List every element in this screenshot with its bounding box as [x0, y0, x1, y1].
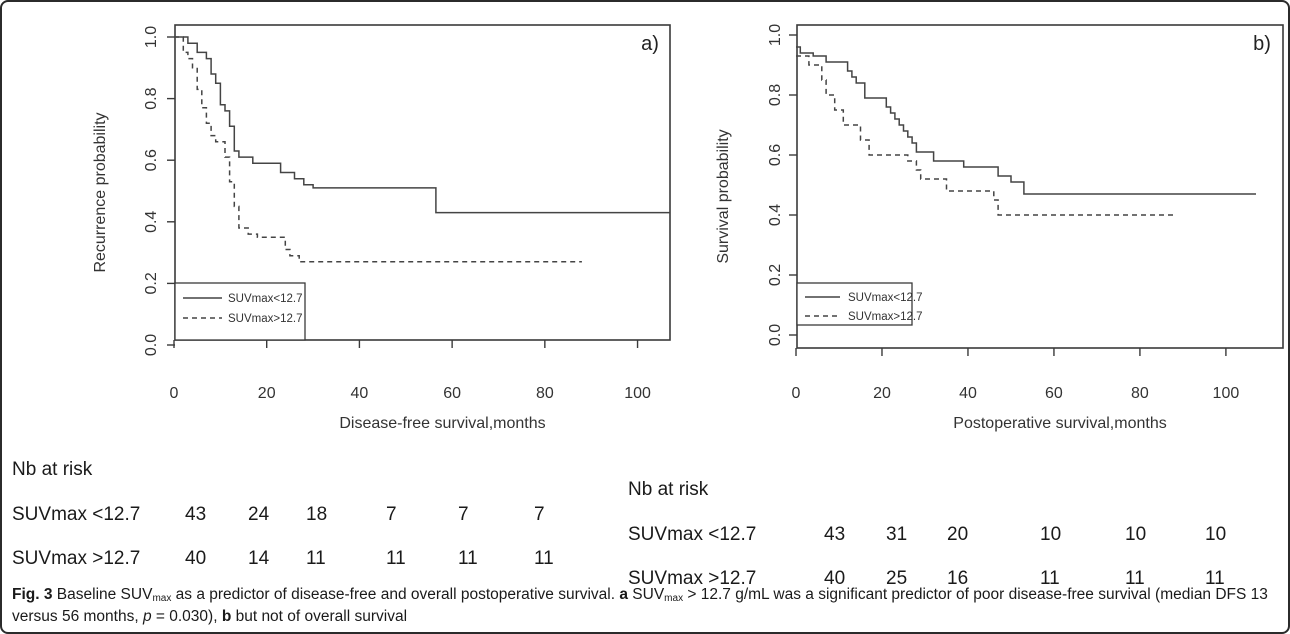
panel-b-ytick-label-4: 0.8: [767, 84, 784, 106]
risk-table-a-row1-value-3: 7: [386, 504, 397, 525]
risk-table-a-row2-value-3: 11: [386, 548, 406, 569]
panel-b-plot-box: [796, 24, 1284, 349]
panel-b-series-high-line: [796, 55, 1175, 216]
risk-table-b-row1-value-0: 43: [824, 524, 846, 545]
panel-b-xtick-label-0: 0: [792, 385, 801, 402]
caption-sub-2: max: [664, 593, 684, 604]
risk-table-b-row1-value-4: 10: [1125, 524, 1147, 545]
risk-table-a-row1-value-5: 7: [534, 504, 545, 525]
panel-a-ytick-label-0: 0.0: [143, 334, 160, 356]
caption-text-2: as a predictor of disease-free and overa…: [171, 586, 620, 603]
risk-table-a-row1-value-0: 43: [185, 504, 207, 525]
risk-table-a-row1-value-4: 7: [458, 504, 469, 525]
panel-b-xtick-label-4: 80: [1131, 385, 1149, 402]
risk-table-b-row2-value-3: 11: [1040, 568, 1060, 589]
panel-a-ytick-label-2: 0.4: [143, 211, 160, 233]
caption-text-1: Baseline SUV: [52, 586, 153, 603]
caption-b-label: b: [221, 608, 232, 625]
panel-a-xtick-label-1: 20: [258, 385, 276, 402]
panel-b-ytick-label-5: 1.0: [767, 24, 784, 46]
risk-table-b-title: Nb at risk: [628, 479, 709, 500]
panel-a-xtick-label-2: 40: [351, 385, 369, 402]
figure-svg: 0.0 0.2 0.4 0.6 0.8 1.0 0 20 40 60 80 100 Disease-fr…: [92, 24, 1284, 432]
panel-b-legend-label-0: SUVmax<12.7: [848, 292, 922, 304]
panel-b-ytick-label-0: 0.0: [767, 324, 784, 346]
caption-text-6: but not of overall survival: [231, 608, 408, 625]
panel-a-xtick-label-3: 60: [443, 385, 461, 402]
caption-text-4: > 12.7 g/mL was a significant predictor …: [12, 586, 1268, 625]
panel-a-ytick-label-1: 0.2: [143, 272, 160, 294]
panel-b-legend-box: [796, 282, 913, 326]
caption-sub-1: max: [152, 593, 172, 604]
risk-table-b-row2-value-2: 16: [947, 568, 969, 589]
risk-table-a-row1-value-2: 18: [306, 504, 328, 525]
panel-a-legend-label-1: SUVmax>12.7: [228, 313, 302, 325]
panel-b-xlabel: Postoperative survival,months: [953, 415, 1166, 432]
panel-a-ytick-label-5: 1.0: [143, 26, 160, 48]
panel-b-xtick-label-5: 100: [1213, 385, 1240, 402]
panel-b-xtick-label-2: 40: [959, 385, 977, 402]
panel-a-xlabel: Disease-free survival,months: [339, 415, 545, 432]
panel-b-series-low-line: [796, 46, 1256, 195]
panel-a-xtick-label-4: 80: [536, 385, 554, 402]
risk-table-a-row1-label: SUVmax <12.7: [12, 504, 141, 525]
risk-table-b-row2-value-5: 11: [1205, 568, 1225, 589]
panel-a-legend-box: [174, 282, 306, 341]
risk-table-b-row2-value-1: 25: [886, 568, 908, 589]
panel-b-ytick-label-3: 0.6: [767, 144, 784, 166]
panel-a-xtick-label-5: 100: [624, 385, 651, 402]
risk-table-b-row2-label: SUVmax >12.7: [628, 568, 757, 589]
risk-table-a-row2-value-1: 14: [248, 548, 270, 569]
risk-table-b-row2-value-4: 11: [1125, 568, 1145, 589]
panel-b-plot: 0.0 0.2 0.4 0.6 0.8 1.0 0 20 40 60 80 100 Postoperat…: [715, 24, 1284, 432]
panel-a-ylabel: Recurrence probability: [92, 112, 109, 272]
risk-table-b-row1-value-1: 31: [886, 524, 908, 545]
caption-text-5: = 0.030),: [151, 608, 222, 625]
panel-a-plot-box: [174, 24, 671, 341]
panel-b-ytick-label-2: 0.4: [767, 204, 784, 226]
panel-a-label: a): [641, 33, 659, 55]
risk-table-a-row2-value-0: 40: [185, 548, 207, 569]
risk-table-b-row1-value-2: 20: [947, 524, 969, 545]
risk-table-a-row2-value-4: 11: [458, 548, 478, 569]
risk-table-b-row2-value-0: 40: [824, 568, 846, 589]
figure-caption: Fig. 3 Baseline SUVmax as a predictor of…: [12, 584, 1277, 628]
panel-b-legend-label-1: SUVmax>12.7: [848, 311, 922, 323]
risk-table-a-row2-label: SUVmax >12.7: [12, 548, 141, 569]
panel-a-xtick-label-0: 0: [170, 385, 179, 402]
risk-table-a-row2-value-5: 11: [534, 548, 554, 569]
caption-p-label: p: [142, 608, 152, 625]
panel-a-legend-label-0: SUVmax<12.7: [228, 293, 302, 305]
panel-a-ytick-label-3: 0.6: [143, 149, 160, 171]
caption-text-3: SUV: [627, 586, 665, 603]
caption-fig-label: Fig. 3: [12, 586, 53, 603]
panel-a-plot: 0.0 0.2 0.4 0.6 0.8 1.0 0 20 40 60 80 100 Disease-fr…: [92, 24, 671, 432]
panel-a-ytick-label-4: 0.8: [143, 87, 160, 109]
caption-a-label: a: [619, 586, 628, 603]
panel-b-ytick-label-1: 0.2: [767, 264, 784, 286]
risk-table-a-row2-value-2: 11: [306, 548, 326, 569]
panel-b-xtick-label-1: 20: [873, 385, 891, 402]
panel-a-series-low-line: [174, 36, 670, 214]
panel-b-xtick-label-3: 60: [1045, 385, 1063, 402]
panel-a-series-high-line: [174, 36, 582, 263]
risk-table-b-row1-value-5: 10: [1205, 524, 1227, 545]
risk-table-a-title: Nb at risk: [12, 459, 93, 480]
risk-table-a-row1-value-1: 24: [248, 504, 270, 525]
panel-b-label: b): [1253, 33, 1271, 55]
panel-b-ylabel: Survival probability: [715, 129, 732, 263]
risk-table-b-row1-label: SUVmax <12.7: [628, 524, 757, 545]
risk-table-b-row1-value-3: 10: [1040, 524, 1062, 545]
